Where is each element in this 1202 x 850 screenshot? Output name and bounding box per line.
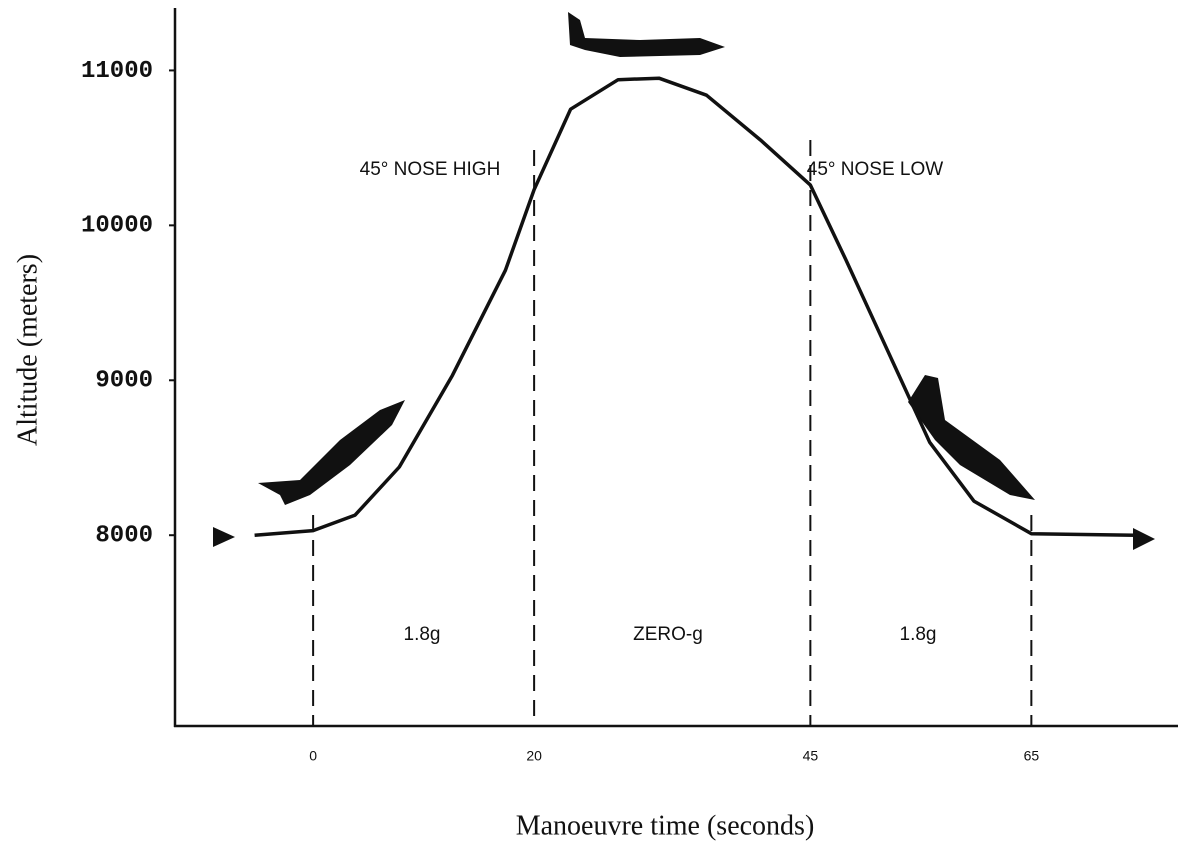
y-axis-title: Altitude (meters) xyxy=(12,254,43,446)
entry-arrow xyxy=(213,527,235,547)
annotation: ZERO-g xyxy=(633,624,703,645)
x-tick-label: 45 xyxy=(803,748,819,764)
exit-arrow xyxy=(1133,528,1155,550)
y-tick-label: 11000 xyxy=(81,58,153,85)
altitude-line xyxy=(254,76,1136,537)
y-tick-label: 10000 xyxy=(81,213,153,240)
y-tick-label: 9000 xyxy=(95,368,153,395)
x-tick-label: 0 xyxy=(309,748,317,764)
annotation: 1.8g xyxy=(404,624,441,645)
y-tick-label: 8000 xyxy=(95,523,153,550)
annotation: 1.8g xyxy=(900,624,937,645)
x-tick-label: 65 xyxy=(1024,748,1040,764)
plane-dive xyxy=(908,375,1035,500)
plot-area: 8000 9000 10000 11000 0 20 45 65 xyxy=(81,58,1136,764)
plane-climb xyxy=(258,400,405,505)
annotation: 45° NOSE HIGH xyxy=(360,159,501,180)
annotation: 45° NOSE LOW xyxy=(807,159,943,180)
x-axis-title: Manoeuvre time (seconds) xyxy=(516,810,815,841)
plane-top xyxy=(568,12,725,57)
x-tick-label: 20 xyxy=(526,748,542,764)
